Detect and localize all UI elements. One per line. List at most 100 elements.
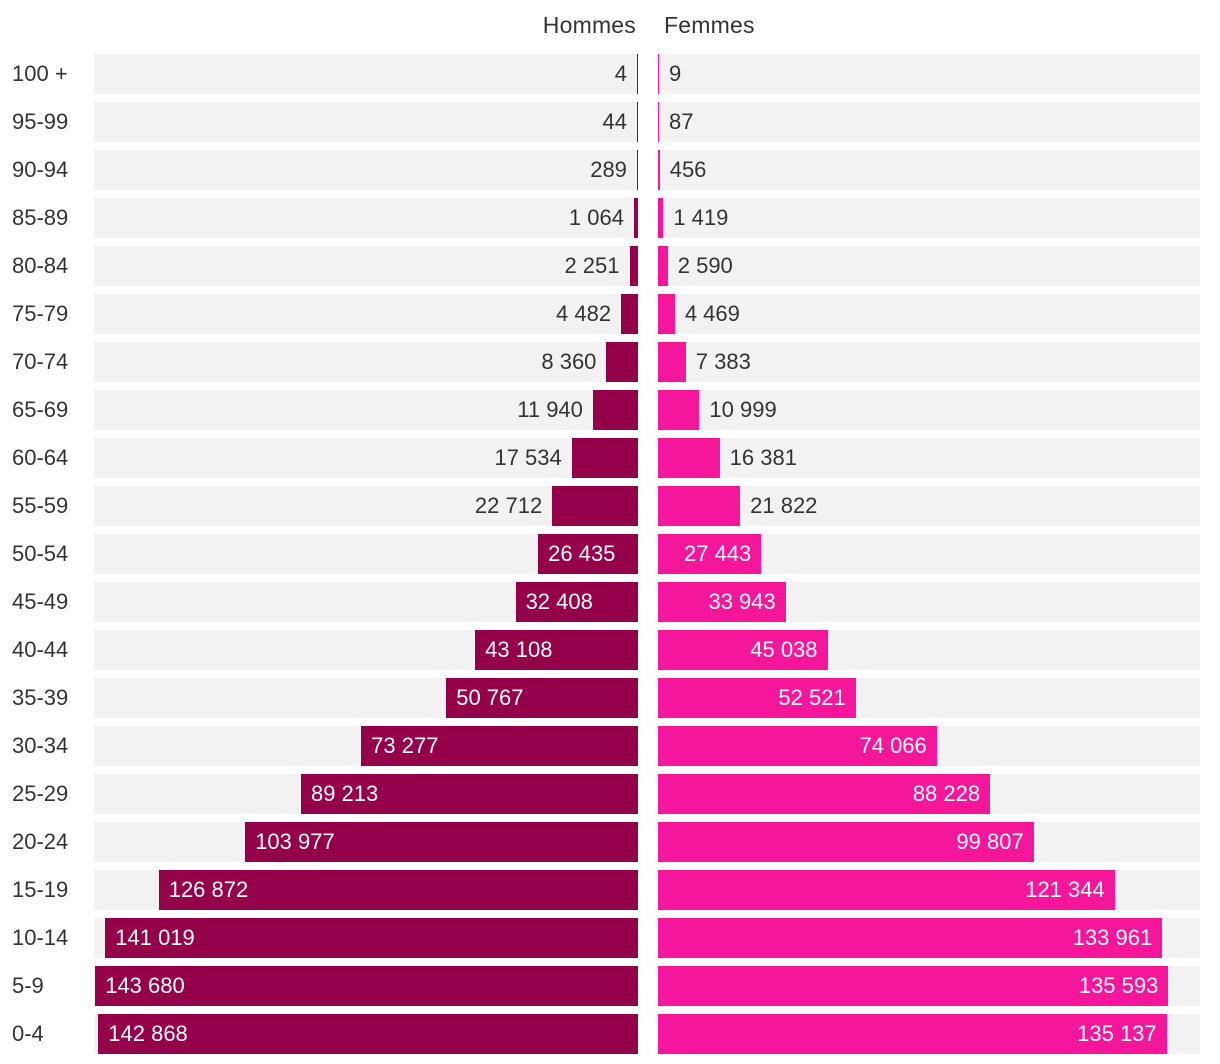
women-bar (658, 966, 1169, 1006)
men-value-label: 8 360 (541, 349, 597, 374)
pyramid-row: 75-79 4 482 4 469 (0, 294, 1220, 334)
women-bar (658, 726, 937, 766)
men-value-label: 17 534 (494, 445, 562, 470)
women-value-label: 45 038 (750, 637, 818, 662)
men-bar-track: 17 534 (94, 438, 638, 478)
men-bar (105, 918, 638, 958)
women-bar-track: 456 (658, 150, 1200, 190)
men-bar (592, 390, 638, 430)
women-value-label: 52 521 (778, 685, 846, 710)
men-column-header: Hommes (542, 12, 636, 38)
pyramid-row: 25-29 89 213 88 228 (0, 774, 1220, 814)
age-group-label: 35-39 (12, 685, 69, 710)
pyramid-row: 100 + 4 9 (0, 54, 1220, 94)
age-group-label: 50-54 (12, 541, 69, 566)
men-bar-track: 11 940 (94, 390, 638, 430)
women-value-label: 2 590 (677, 253, 733, 278)
women-bar (658, 198, 664, 238)
men-bar-track: 32 408 (94, 582, 638, 622)
age-group-label: 0-4 (12, 1021, 44, 1046)
men-value-label: 142 868 (108, 1021, 188, 1046)
women-bar (658, 630, 828, 670)
age-group-label: 65-69 (12, 397, 69, 422)
men-bar-track: 43 108 (94, 630, 638, 670)
pyramid-row: 65-69 11 940 10 999 (0, 390, 1220, 430)
men-value-label: 126 872 (168, 877, 249, 902)
men-bar-track: 73 277 (94, 726, 638, 766)
women-value-label: 9 (669, 61, 682, 86)
pyramid-row: 10-14 141 019 133 961 (0, 918, 1220, 958)
women-bar-track: 88 228 (658, 774, 1200, 814)
pyramid-row: 5-9 143 680 135 593 (0, 966, 1220, 1006)
pyramid-row: 0-4 142 868 135 137 (0, 1014, 1220, 1054)
men-bar (538, 534, 638, 574)
women-bar-track: 27 443 (658, 534, 1200, 574)
women-bar (658, 438, 720, 478)
age-group-label: 80-84 (12, 253, 69, 278)
pyramid-row: 80-84 2 251 2 590 (0, 246, 1220, 286)
men-value-label: 73 277 (371, 733, 439, 758)
age-group-label: 25-29 (12, 781, 69, 806)
women-value-label: 16 381 (729, 445, 797, 470)
women-bar-track: 74 066 (658, 726, 1200, 766)
age-group-label: 10-14 (12, 925, 69, 950)
men-bar-track: 44 (94, 102, 638, 142)
women-bar-track: 16 381 (658, 438, 1200, 478)
women-value-label: 10 999 (709, 397, 777, 422)
pyramid-row: 45-49 32 408 33 943 (0, 582, 1220, 622)
women-bar-track: 135 137 (658, 1014, 1200, 1054)
women-bar (658, 918, 1163, 958)
men-bar-track: 143 680 (94, 966, 638, 1006)
women-bar (658, 822, 1034, 862)
women-bar (658, 774, 991, 814)
men-value-label: 103 977 (255, 829, 335, 854)
women-bar-track: 45 038 (658, 630, 1200, 670)
women-value-label: 33 943 (708, 589, 776, 614)
women-column-header: Femmes (664, 12, 755, 38)
men-bar-track: 4 482 (94, 294, 638, 334)
age-group-label: 70-74 (12, 349, 69, 374)
women-bar (658, 870, 1115, 910)
age-group-label: 45-49 (12, 589, 69, 614)
men-bar-track: 26 435 (94, 534, 638, 574)
women-value-label: 121 344 (1025, 877, 1105, 902)
men-value-label: 22 712 (474, 493, 543, 518)
men-value-label: 2 251 (564, 253, 620, 278)
men-bar-track: 1 064 (94, 198, 638, 238)
women-bar-track: 121 344 (658, 870, 1200, 910)
men-bar (636, 150, 638, 190)
men-value-label: 50 767 (456, 685, 524, 710)
women-value-label: 27 443 (684, 541, 752, 566)
men-bar (637, 54, 638, 94)
men-bar-track: 22 712 (94, 486, 638, 526)
men-value-label: 143 680 (105, 973, 185, 998)
men-bar-track: 289 (94, 150, 638, 190)
men-bar-track: 50 767 (94, 678, 638, 718)
women-value-label: 133 961 (1072, 925, 1153, 950)
women-bar-track: 52 521 (658, 678, 1200, 718)
men-bar (606, 342, 638, 382)
men-bar (629, 246, 638, 286)
women-bar-track: 7 383 (658, 342, 1200, 382)
women-bar (658, 294, 675, 334)
pyramid-row: 60-64 17 534 16 381 (0, 438, 1220, 478)
men-bar (552, 486, 638, 526)
age-group-label: 95-99 (12, 109, 69, 134)
men-value-label: 4 (614, 61, 627, 86)
pyramid-row: 85-89 1 064 1 419 (0, 198, 1220, 238)
men-bar (361, 726, 638, 766)
women-bar (658, 486, 741, 526)
men-bar (637, 102, 638, 142)
women-value-label: 1 419 (673, 205, 729, 230)
men-bar (446, 678, 638, 718)
age-group-label: 40-44 (12, 637, 69, 662)
women-bar-track: 21 822 (658, 486, 1200, 526)
women-value-label: 135 593 (1078, 973, 1159, 998)
women-bar-track: 135 593 (658, 966, 1200, 1006)
women-value-label: 7 383 (695, 349, 751, 374)
age-group-label: 15-19 (12, 877, 69, 902)
women-value-label: 21 822 (750, 493, 818, 518)
men-bar-track: 89 213 (94, 774, 638, 814)
women-bar-track: 87 (658, 102, 1200, 142)
men-value-label: 26 435 (548, 541, 616, 566)
